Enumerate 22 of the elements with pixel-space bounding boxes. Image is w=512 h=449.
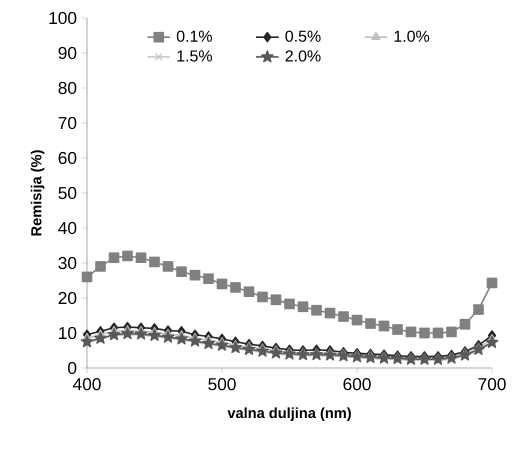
x-tick-label: 500 xyxy=(208,378,236,390)
legend-label: 0.5% xyxy=(285,30,321,42)
y-axis-title: Remisija (%) xyxy=(30,150,44,236)
y-tick-label: 40 xyxy=(58,222,76,234)
legend-label: 1.0% xyxy=(394,30,430,42)
x-tick-label: 400 xyxy=(72,378,101,390)
y-tick-label: 90 xyxy=(58,46,76,60)
legend-label: 0.1% xyxy=(176,30,212,42)
y-tick-label: 100 xyxy=(49,12,76,24)
x-tick-label: 700 xyxy=(478,378,506,390)
y-tick-label: 20 xyxy=(58,292,76,304)
x-tick-label: 600 xyxy=(343,378,371,390)
y-tick-label: 30 xyxy=(58,256,76,270)
y-tick-label: 70 xyxy=(58,116,76,130)
y-tick-label: 10 xyxy=(59,326,76,340)
y-tick-label: 50 xyxy=(58,186,76,200)
y-tick-label: 60 xyxy=(58,152,76,164)
y-tick-label: 80 xyxy=(58,82,76,94)
y-tick-label: 0 xyxy=(68,362,76,374)
x-axis-title: valna duljina (nm) xyxy=(227,407,351,421)
legend-label: 1.5% xyxy=(177,50,212,62)
legend-label: 2.0% xyxy=(286,50,321,62)
